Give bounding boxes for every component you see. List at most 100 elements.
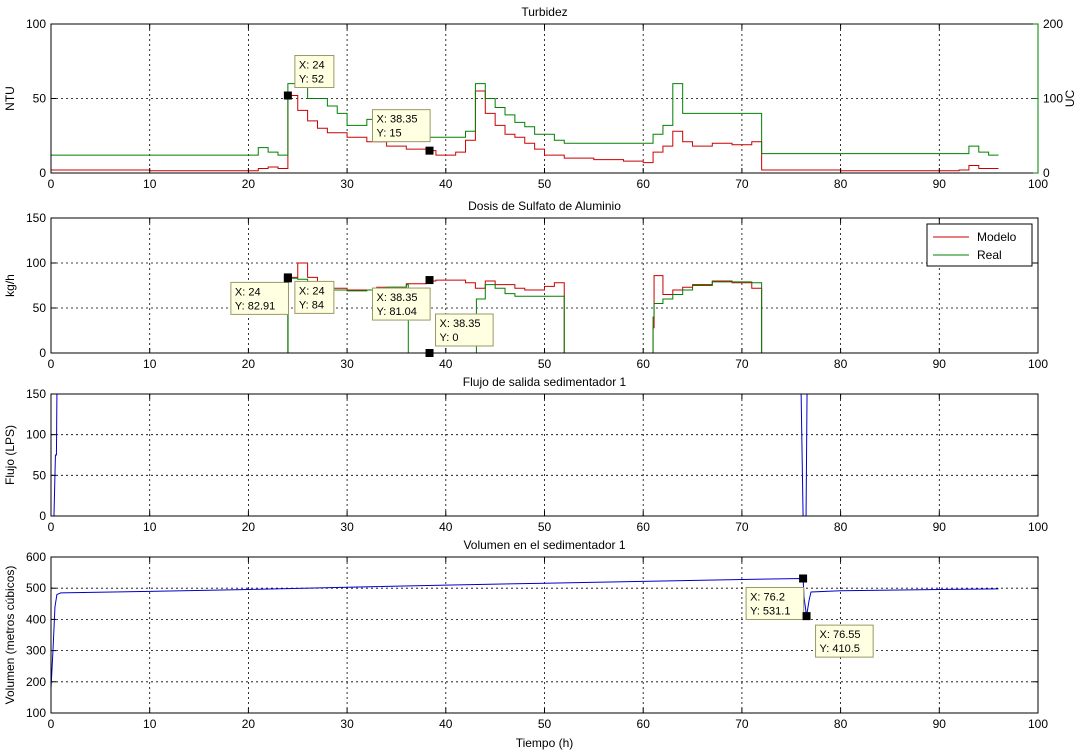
y-tick-label: 50	[33, 92, 47, 106]
y-tick-label: 400	[26, 612, 46, 626]
data-tip-box	[745, 586, 805, 620]
x-tick-label: 40	[439, 717, 453, 731]
plot-title: Flujo de salida sedimentador 1	[463, 375, 627, 389]
plot-volumen: 0 10 20 30 40 50 60 70 80 90 100 100 200 300 400 500 600…	[3, 538, 1048, 750]
data-tip: X: 24 Y: 84	[283, 273, 335, 314]
y-tick-label: 50	[33, 468, 47, 482]
data-tip-box	[435, 313, 494, 347]
x-tick-label: 30	[340, 357, 354, 371]
data-tip-x: X: 38.35	[377, 114, 418, 126]
legend-box	[926, 223, 1033, 267]
x-tick-label: 20	[242, 357, 256, 371]
y-tick-label: 0	[39, 509, 46, 523]
x-tick-label: 10	[143, 177, 157, 191]
data-tip: X: 24 Y: 82.91	[230, 274, 292, 315]
x-tick-label: 80	[834, 357, 848, 371]
data-tip-marker	[799, 574, 808, 583]
y-tick-label: 0	[39, 166, 46, 180]
x-tick-label: 70	[735, 177, 749, 191]
x-tick-label: 40	[439, 357, 453, 371]
x-tick-label: 50	[538, 520, 552, 534]
legend-label-modelo: Modelo	[977, 230, 1017, 244]
x-tick-label: 90	[933, 717, 947, 731]
x-tick-label: 90	[933, 357, 947, 371]
y-tick-label: 100	[26, 17, 46, 31]
plot-title: Dosis de Sulfato de Aluminio	[468, 199, 621, 213]
x-tick-label: 20	[242, 177, 256, 191]
series-line-real	[51, 277, 999, 354]
data-tip-y: Y: 81.04	[377, 306, 417, 318]
x-tick-label: 70	[735, 717, 749, 731]
x-tick-label: 60	[637, 520, 651, 534]
x-tick-label: 80	[834, 177, 848, 191]
data-tip: X: 38.35 Y: 15	[372, 109, 434, 155]
plot-title: Turbidez	[521, 5, 567, 19]
data-tip-x: X: 24	[299, 60, 325, 72]
data-tip-box	[372, 109, 431, 143]
x-tick-label: 0	[48, 520, 55, 534]
x-tick-label: 40	[439, 520, 453, 534]
data-tip-box	[372, 287, 431, 321]
data-tip: X: 24 Y: 52	[283, 55, 335, 100]
data-tip-y: Y: 52	[299, 74, 324, 86]
x-tick-label: 10	[143, 520, 157, 534]
series-line-left	[51, 90, 999, 172]
series-line-main	[51, 577, 999, 689]
data-tip-y: Y: 84	[299, 299, 324, 311]
x-tick-label: 100	[1028, 717, 1048, 731]
x-tick-label: 50	[538, 357, 552, 371]
series-line-right	[51, 83, 999, 156]
data-tip-x: X: 38.35	[377, 292, 418, 304]
y-right-tick-label: 0	[1043, 166, 1050, 180]
x-tick-label: 30	[340, 177, 354, 191]
data-tip-x: X: 24	[299, 285, 325, 297]
x-tick-label: 80	[834, 520, 848, 534]
data-tip: X: 76.55 Y: 410.5	[802, 612, 874, 658]
x-tick-label: 50	[538, 177, 552, 191]
y-tick-label: 100	[26, 706, 46, 720]
plot-flujo: 0 10 20 30 40 50 60 70 80 90 100 0 50 100 150 Flujo de …	[3, 375, 1048, 534]
plot-dosis: 0 10 20 30 40 50 60 70 80 90 100 0 50 100 150 Dosis de …	[3, 199, 1048, 371]
y-tick-label: 150	[26, 211, 46, 225]
y-right-axis-label: UC	[1063, 90, 1077, 108]
x-tick-label: 0	[48, 357, 55, 371]
x-axis-label: Tiempo (h)	[516, 736, 574, 750]
data-tip-x: X: 76.2	[750, 591, 785, 603]
data-tip-y: Y: 531.1	[750, 605, 790, 617]
data-tip-marker	[425, 146, 434, 155]
x-tick-label: 70	[735, 520, 749, 534]
x-tick-label: 100	[1028, 357, 1048, 371]
y-right-tick-label: 100	[1043, 92, 1063, 106]
data-tip: X: 38.35 Y: 0	[425, 313, 494, 357]
data-tip-box	[294, 280, 335, 314]
data-tip-y: Y: 82.91	[235, 300, 275, 312]
x-tick-label: 100	[1028, 177, 1048, 191]
data-tip-y: Y: 0	[440, 332, 459, 344]
y-tick-label: 500	[26, 581, 46, 595]
y-tick-label: 600	[26, 550, 46, 564]
data-tip-x: X: 38.35	[440, 318, 481, 330]
x-tick-label: 0	[48, 717, 55, 731]
y-axis-label: Volumen (metros cúbicos)	[3, 566, 17, 705]
data-tip: X: 76.2 Y: 531.1	[745, 574, 808, 620]
y-tick-label: 50	[33, 301, 47, 315]
y-tick-label: 150	[26, 387, 46, 401]
x-tick-label: 70	[735, 357, 749, 371]
y-axis-label: Flujo (LPS)	[3, 425, 17, 485]
data-tip-marker	[425, 276, 434, 285]
data-tip-marker	[283, 273, 292, 282]
y-tick-label: 100	[26, 256, 46, 270]
x-tick-label: 30	[340, 717, 354, 731]
x-tick-label: 20	[242, 717, 256, 731]
x-tick-label: 90	[933, 177, 947, 191]
x-tick-label: 40	[439, 177, 453, 191]
y-tick-label: 100	[26, 428, 46, 442]
data-tip-box	[294, 55, 335, 89]
y-tick-label: 200	[26, 675, 46, 689]
plot-area	[51, 557, 1038, 713]
plot-area	[51, 218, 1038, 353]
x-tick-label: 20	[242, 520, 256, 534]
x-tick-label: 100	[1028, 520, 1048, 534]
y-axis-label: kg/h	[3, 274, 17, 297]
